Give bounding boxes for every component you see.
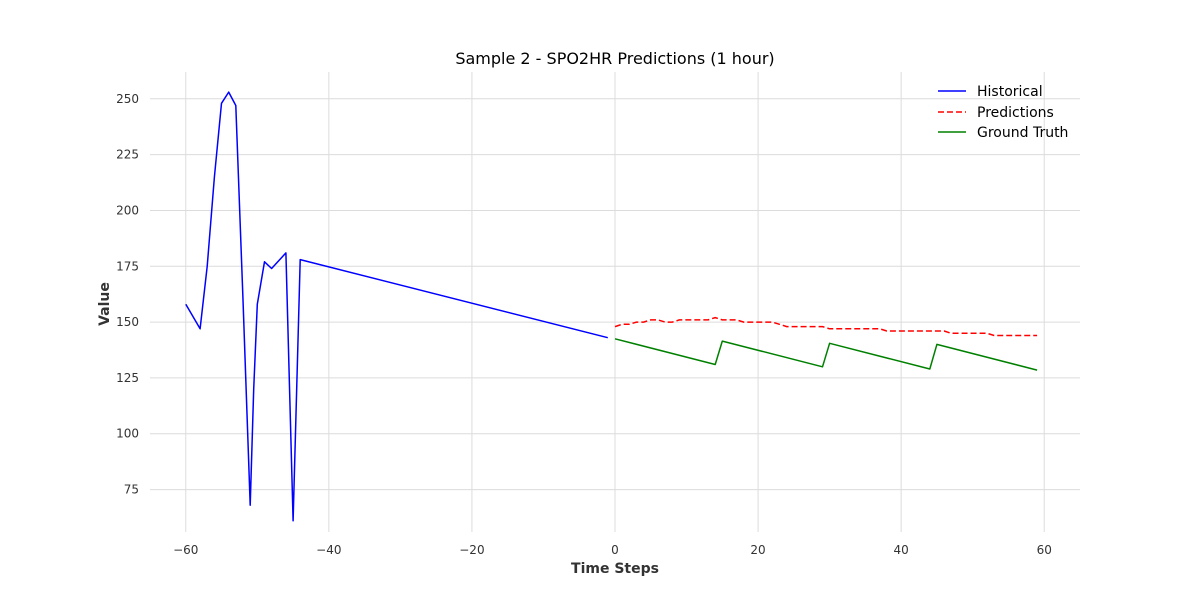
y-tick-label: 150 — [116, 315, 139, 329]
y-tick-label: 200 — [116, 203, 139, 217]
x-tick-label: −20 — [459, 543, 484, 557]
legend-label-predictions: Predictions — [977, 105, 1054, 121]
x-tick-label: 0 — [611, 543, 619, 557]
y-tick-label: 225 — [116, 148, 139, 162]
grid — [150, 72, 1080, 532]
series-line-ground-truth — [614, 338, 1038, 371]
y-tick-labels: 75 100 125 150 175 200 225 250 — [116, 92, 139, 497]
legend: Historical Predictions Ground Truth — [938, 84, 1068, 141]
y-axis-label: Value — [97, 282, 113, 326]
x-tick-label: 60 — [1037, 543, 1052, 557]
y-tick-label: 75 — [124, 483, 139, 497]
y-tick-label: 250 — [116, 92, 139, 106]
x-tick-label: 40 — [894, 543, 909, 557]
series-lines — [185, 91, 1038, 522]
x-tick-label: −60 — [173, 543, 198, 557]
y-tick-label: 125 — [116, 371, 139, 385]
x-tick-label: −40 — [316, 543, 341, 557]
y-tick-label: 175 — [116, 259, 139, 273]
legend-label-ground-truth: Ground Truth — [977, 125, 1068, 141]
y-tick-label: 100 — [116, 427, 139, 441]
x-axis-label: Time Steps — [571, 561, 659, 577]
legend-label-historical: Historical — [977, 84, 1043, 100]
x-tick-labels: −60 −40 −20 0 20 40 60 — [173, 543, 1052, 557]
series-line-predictions — [614, 316, 1038, 337]
x-tick-label: 20 — [750, 543, 765, 557]
series-line-historical — [185, 91, 608, 522]
chart-title: Sample 2 - SPO2HR Predictions (1 hour) — [455, 49, 774, 68]
